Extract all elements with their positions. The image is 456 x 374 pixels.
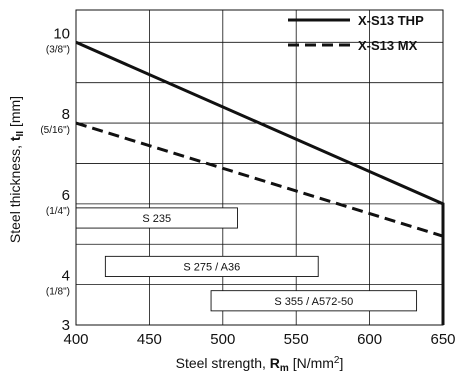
grade-label: S 275 / A36: [183, 261, 240, 273]
y-tick-sublabel: (1/8"): [46, 287, 70, 298]
y-tick-label: 8: [62, 106, 70, 123]
legend-label: X-S13 MX: [358, 38, 418, 53]
tick-labels: 400 450 500 550 600 650 3 4 (1/8") 6 (1/4") 8 (5/16"…: [40, 25, 455, 348]
legend: X-S13 THP X-S13 MX: [288, 13, 424, 53]
y-tick-sublabel: (1/4"): [46, 206, 70, 217]
grade-boxes: S 235 S 275 / A36 S 355 / A572-50: [75, 207, 418, 312]
grid: [76, 10, 443, 326]
x-tick-label: 450: [137, 331, 162, 348]
x-tick-label: 400: [63, 331, 88, 348]
x-tick-label: 550: [284, 331, 309, 348]
x-tick-label: 650: [430, 331, 455, 348]
series-line: [75, 121, 444, 238]
y-tick-sublabel: (5/16"): [40, 125, 70, 136]
x-axis-label: Steel strength, Rm [N/mm2]: [176, 355, 344, 374]
series-line: [75, 40, 445, 325]
legend-label: X-S13 THP: [358, 13, 424, 28]
x-tick-label: 500: [210, 331, 235, 348]
grade-box: [104, 255, 319, 277]
y-tick-label: 4: [62, 268, 70, 285]
series-lines: [75, 40, 445, 325]
grade-box: [210, 290, 418, 312]
grade-label: S 235: [142, 213, 171, 225]
y-tick-label: 3: [62, 317, 70, 334]
x-tick-label: 600: [357, 331, 382, 348]
plot-frame: [75, 9, 444, 326]
grade-label: S 355 / A572-50: [274, 296, 353, 308]
y-tick-sublabel: (3/8"): [46, 44, 70, 55]
y-tick-label: 6: [62, 187, 70, 204]
y-tick-label: 10: [53, 25, 70, 42]
y-axis-label: Steel thickness, tII [mm]: [7, 96, 26, 243]
